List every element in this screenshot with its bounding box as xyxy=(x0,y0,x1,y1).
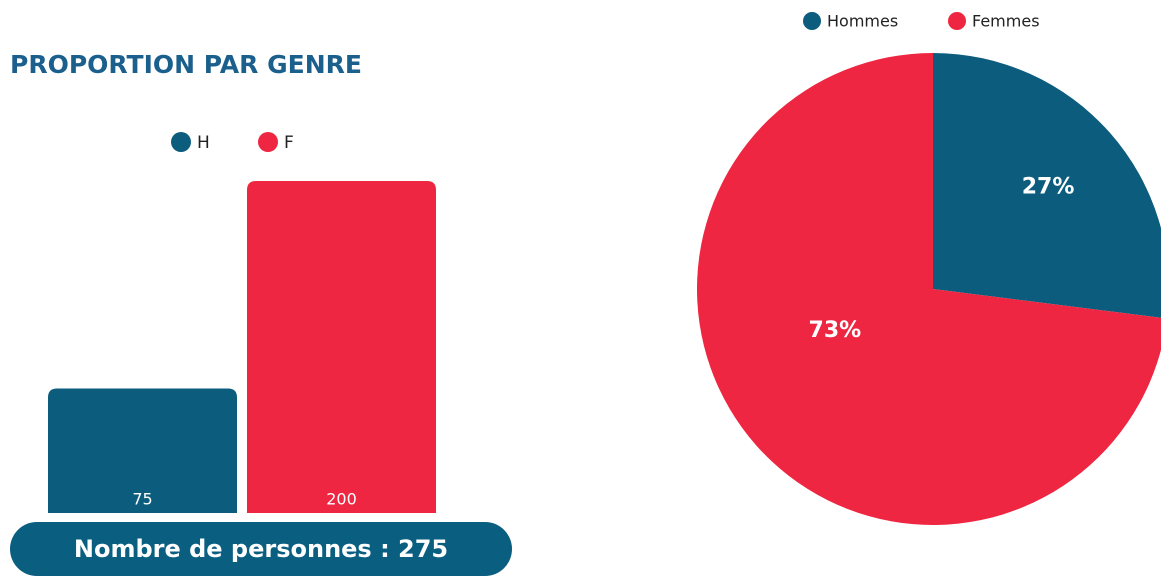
bar xyxy=(48,388,237,513)
title: PROPORTION PAR GENRE xyxy=(10,50,362,79)
total-badge xyxy=(10,522,512,576)
legend-label: Femmes xyxy=(972,12,1040,31)
pie-slice xyxy=(933,53,1161,318)
legend-dot xyxy=(948,12,966,30)
pie-value-label: 27% xyxy=(1022,175,1075,200)
bar-value-label: 75 xyxy=(132,490,152,509)
legend-label: Hommes xyxy=(827,12,898,31)
legend-dot xyxy=(171,132,191,152)
legend-label: H xyxy=(197,133,210,153)
bar xyxy=(247,181,436,513)
legend-dot xyxy=(258,132,278,152)
legend-dot xyxy=(803,12,821,30)
pie-slice xyxy=(697,53,1161,525)
legend-label: F xyxy=(284,133,294,153)
pie-value-label: 73% xyxy=(809,318,862,343)
bar-value-label: 200 xyxy=(326,490,357,509)
total-label: Nombre de personnes : 275 xyxy=(74,535,448,563)
